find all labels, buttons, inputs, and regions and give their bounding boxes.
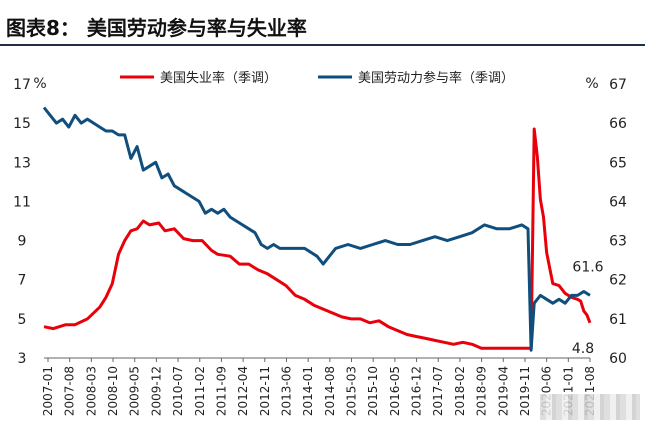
x-tick-label: 2019-04 xyxy=(496,366,510,416)
title-bar: 图表8： 美国劳动参与率与失业率 xyxy=(0,0,645,46)
x-tick-label: 2011-09 xyxy=(214,366,228,416)
unemployment-latest-label: 4.8 xyxy=(572,341,594,357)
y-left-tick-label: 13 xyxy=(13,155,31,171)
x-tick-label: 2014-08 xyxy=(323,366,337,416)
title-divider xyxy=(0,44,645,46)
x-tick-label: 2012-11 xyxy=(258,366,272,416)
participation-rate-line xyxy=(42,106,591,352)
x-tick-label: 2019-11 xyxy=(518,366,532,416)
x-tick-label: 2007-08 xyxy=(63,366,77,416)
y-right-tick-label: 65 xyxy=(609,155,627,171)
y-left-tick-label: 3 xyxy=(18,351,27,367)
x-tick-label: 2007-01 xyxy=(41,366,55,416)
x-tick-label: 2011-02 xyxy=(193,366,207,416)
y-right-tick-label: 63 xyxy=(609,234,627,250)
x-tick-label: 2014-01 xyxy=(301,366,315,416)
chart-figure-title: 图表8： 美国劳动参与率与失业率 xyxy=(6,16,307,40)
y-left-tick-label: 11 xyxy=(13,194,31,210)
y-left-tick-label: 5 xyxy=(18,312,27,328)
y-left-unit-label: % xyxy=(33,76,46,92)
legend-label: 美国失业率（季调） xyxy=(160,70,277,86)
x-tick-label: 2018-02 xyxy=(453,366,467,416)
legend-label: 美国劳动力参与率（季调） xyxy=(358,70,514,86)
x-tick-label: 2012-04 xyxy=(236,366,250,416)
x-tick-label: 2018-09 xyxy=(475,366,489,416)
x-tick-label: 2009-05 xyxy=(128,366,142,416)
y-right-tick-label: 66 xyxy=(609,116,627,132)
y-right-tick-label: 62 xyxy=(609,273,627,289)
x-tick-label: 2015-10 xyxy=(366,366,380,416)
x-tick-label: 2015-03 xyxy=(345,366,359,416)
y-right-tick-label: 67 xyxy=(609,77,627,93)
y-right-tick-label: 60 xyxy=(609,351,627,367)
x-tick-label: 2009-12 xyxy=(149,366,163,416)
y-left-tick-label: 9 xyxy=(18,234,27,250)
participation-latest-label: 61.6 xyxy=(572,259,603,275)
x-tick-label: 2008-03 xyxy=(84,366,98,416)
y-left-tick-label: 15 xyxy=(13,116,31,132)
unemployment-rate-line xyxy=(43,127,592,350)
watermark-blur xyxy=(540,394,640,420)
y-right-unit-label: % xyxy=(585,76,598,92)
y-left-tick-label: 7 xyxy=(18,273,27,289)
x-tick-label: 2008-10 xyxy=(106,366,120,416)
x-tick-label: 2010-07 xyxy=(171,366,185,416)
x-tick-label: 2016-12 xyxy=(410,366,424,416)
x-tick-label: 2017-07 xyxy=(431,366,445,416)
x-tick-label: 2016-05 xyxy=(388,366,402,416)
line-chart: 17 15 13 11 9 7 5 3% 67 66 65 64 63 62 61 60% 2007-01 200… xyxy=(13,70,627,416)
y-left-tick-label: 17 xyxy=(13,77,31,93)
y-right-tick-label: 64 xyxy=(609,194,627,210)
x-tick-label: 2013-06 xyxy=(279,366,293,416)
y-right-tick-label: 61 xyxy=(609,312,627,328)
